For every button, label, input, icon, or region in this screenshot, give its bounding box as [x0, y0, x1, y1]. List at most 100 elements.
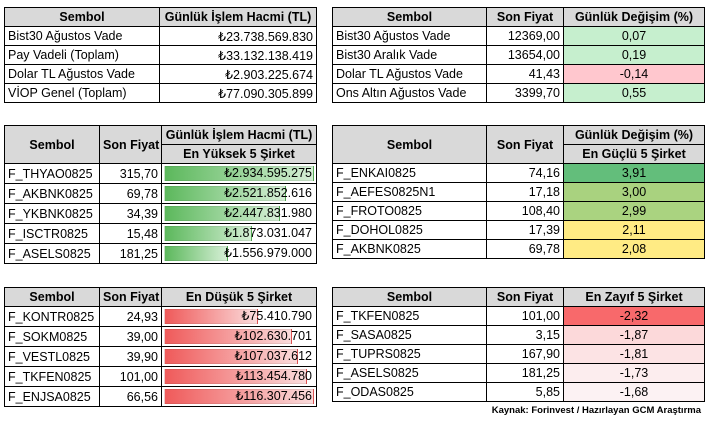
symbol-cell: F_ODAS0825 [332, 382, 487, 402]
price-cell: 5,85 [486, 382, 564, 402]
col-header-price: Son Fiyat [486, 7, 564, 27]
price-cell: 41,43 [486, 64, 564, 84]
price-cell: 34,39 [99, 203, 162, 224]
price-cell: 69,78 [486, 239, 564, 259]
symbol-cell: F_KONTR0825 [4, 306, 100, 327]
volume-cell: ₺113.454.780 [161, 366, 317, 387]
change-summary-table: Sembol Son Fiyat Günlük Değişim (%) Bist… [332, 7, 705, 103]
subheader-strongest-5: En Güçlü 5 Şirket [563, 144, 705, 164]
lowest-volume-table: Sembol Son Fiyat En Düşük 5 Şirket F_KON… [4, 287, 317, 407]
symbol-cell: Dolar TL Ağustos Vade [4, 64, 160, 84]
price-cell: 108,40 [486, 201, 564, 221]
change-cell: 0,55 [563, 83, 705, 103]
volume-value: ₺1.556.979.000 [224, 246, 312, 260]
table-row: F_ASELS0825 181,25 -1,73 [332, 363, 705, 383]
table-row: F_ENJSA0825 66,56 ₺116.307.456 [4, 386, 317, 407]
symbol-cell: Dolar TL Ağustos Vade [332, 64, 487, 84]
symbol-cell: F_SOKM0825 [4, 326, 100, 347]
volume-cell: ₺2.447.831.980 [161, 203, 317, 224]
symbol-cell: F_ASELS0825 [332, 363, 487, 383]
price-cell: 15,48 [99, 223, 162, 244]
symbol-cell: F_VESTL0825 [4, 346, 100, 367]
volume-cell: ₺116.307.456 [161, 386, 317, 407]
change-cell: -1,81 [563, 344, 705, 364]
subheader-top-5: En Yüksek 5 Şirket [161, 144, 317, 164]
price-cell: 181,25 [99, 243, 162, 264]
table-row: F_ISCTR0825 15,48 ₺1.873.031.047 [4, 223, 317, 244]
col-header-symbol: Sembol [4, 7, 160, 27]
col-header-change: Günlük Değişim (%) [563, 125, 705, 145]
price-cell: 17,18 [486, 182, 564, 202]
volume-summary-table: Sembol Günlük İşlem Hacmi (TL) Bist30 Ağ… [4, 7, 317, 103]
table-row: F_ASELS0825 181,25 ₺1.556.979.000 [4, 243, 317, 264]
volume-value: ₺75.410.790 [241, 309, 312, 323]
data-bar [164, 349, 298, 364]
symbol-cell: Ons Altın Ağustos Vade [332, 83, 487, 103]
volume-value: ₺107.037.612 [234, 349, 312, 363]
price-cell: 101,00 [486, 306, 564, 326]
change-cell: -1,87 [563, 325, 705, 345]
col-header-price: Son Fiyat [486, 125, 564, 164]
volume-cell: ₺23.738.569.830 [159, 26, 317, 46]
price-cell: 24,93 [99, 306, 162, 327]
price-cell: 39,00 [99, 326, 162, 347]
symbol-cell: F_TKFEN0825 [4, 366, 100, 387]
weakest-table: Sembol Son Fiyat En Zayıf 5 Şirket F_TKF… [332, 287, 705, 402]
col-header-symbol: Sembol [4, 125, 100, 164]
symbol-cell: F_TUPRS0825 [332, 344, 487, 364]
volume-value: ₺116.307.456 [235, 389, 312, 403]
symbol-cell: Bist30 Ağustos Vade [4, 26, 160, 46]
symbol-cell: F_TKFEN0825 [332, 306, 487, 326]
data-bar [164, 309, 258, 324]
symbol-cell: Pay Vadeli (Toplam) [4, 45, 160, 65]
price-cell: 101,00 [99, 366, 162, 387]
col-header-change: Günlük Değişim (%) [563, 7, 705, 27]
data-bar [164, 226, 252, 241]
price-cell: 181,25 [486, 363, 564, 383]
volume-cell: ₺75.410.790 [161, 306, 317, 327]
volume-value: ₺102.630.701 [234, 329, 312, 343]
data-bar [164, 166, 314, 181]
price-cell: 17,39 [486, 220, 564, 240]
volume-value: ₺2.521.852.616 [224, 186, 312, 200]
table-row: F_VESTL0825 39,90 ₺107.037.612 [4, 346, 317, 367]
table-row: F_THYAO0825 315,70 ₺2.934.595.275 [4, 163, 317, 184]
change-cell: -0,14 [563, 64, 705, 84]
table-row: Ons Altın Ağustos Vade 3399,70 0,55 [332, 83, 705, 103]
table-row: F_ODAS0825 5,85 -1,68 [332, 382, 705, 402]
change-cell: 2,11 [563, 220, 705, 240]
col-header-weakest: En Zayıf 5 Şirket [563, 287, 705, 307]
symbol-cell: F_FROTO0825 [332, 201, 487, 221]
table-row: Dolar TL Ağustos Vade ₺2.903.225.674 [4, 64, 317, 84]
symbol-cell: Bist30 Aralık Vade [332, 45, 487, 65]
table-row: Dolar TL Ağustos Vade 41,43 -0,14 [332, 64, 705, 84]
table-row: Bist30 Ağustos Vade ₺23.738.569.830 [4, 26, 317, 46]
price-cell: 39,90 [99, 346, 162, 367]
volume-cell: ₺107.037.612 [161, 346, 317, 367]
col-header-symbol: Sembol [4, 287, 100, 307]
symbol-cell: F_ASELS0825 [4, 243, 100, 264]
volume-value: ₺2.447.831.980 [224, 206, 312, 220]
symbol-cell: F_THYAO0825 [4, 163, 100, 184]
col-header-price: Son Fiyat [99, 287, 162, 307]
col-header-volume: Günlük İşlem Hacmi (TL) [161, 125, 317, 145]
table-row: F_AKBNK0825 69,78 ₺2.521.852.616 [4, 183, 317, 204]
volume-value: ₺1.873.031.047 [224, 226, 312, 240]
symbol-cell: Bist30 Ağustos Vade [332, 26, 487, 46]
symbol-cell: F_YKBNK0825 [4, 203, 100, 224]
data-bar [164, 206, 280, 221]
data-bar [164, 329, 292, 344]
symbol-cell: F_AEFES0825N1 [332, 182, 487, 202]
volume-value: ₺113.454.780 [235, 369, 312, 383]
table-row: F_FROTO0825 108,40 2,99 [332, 201, 705, 221]
table-row: F_TKFEN0825 101,00 ₺113.454.780 [4, 366, 317, 387]
change-cell: -1,68 [563, 382, 705, 402]
table-row: F_KONTR0825 24,93 ₺75.410.790 [4, 306, 317, 327]
volume-cell: ₺1.556.979.000 [161, 243, 317, 264]
table-row: F_SOKM0825 39,00 ₺102.630.701 [4, 326, 317, 347]
change-cell: 2,08 [563, 239, 705, 259]
col-header-symbol: Sembol [332, 287, 487, 307]
price-cell: 315,70 [99, 163, 162, 184]
data-bar [164, 389, 314, 404]
change-cell: 3,91 [563, 163, 705, 183]
